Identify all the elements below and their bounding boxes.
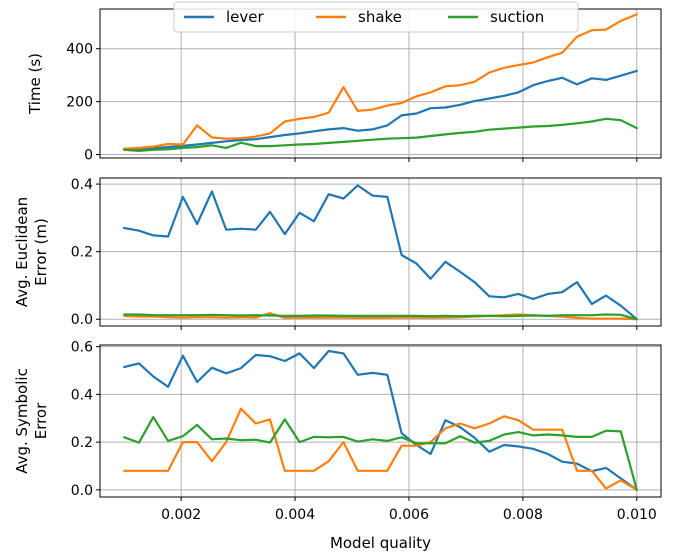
symbolic-error-series-suction bbox=[123, 416, 638, 491]
euclidean-error-ytick-label-2: 0.4 bbox=[71, 177, 93, 193]
euclidean-error-series-lever bbox=[123, 184, 638, 321]
symbolic-error-series-shake bbox=[123, 407, 638, 491]
legend: lever shake suction bbox=[173, 1, 579, 33]
symbolic-error-ylabel-line-0: Avg. Symbolic bbox=[13, 368, 31, 474]
symbolic-error-ytick-label-3: 0.6 bbox=[71, 340, 93, 356]
symbolic-error-ytick-label-0: 0.0 bbox=[71, 483, 93, 499]
xlabel: Model quality bbox=[330, 534, 431, 552]
symbolic-error-frame bbox=[99, 344, 662, 498]
time-series-shake bbox=[123, 13, 638, 150]
legend-box bbox=[173, 1, 579, 33]
time-ytick-label-1: 200 bbox=[66, 95, 93, 111]
xtick-label-2: 0.006 bbox=[389, 507, 429, 523]
euclidean-error-panel: 0.0 0.2 0.4 Avg. Euclidean Error (m) bbox=[13, 177, 662, 330]
time-ylabel-line-0: Time (s) bbox=[26, 53, 44, 115]
euclidean-error-ylabel-line-1: Error (m) bbox=[32, 218, 50, 286]
time-ytick-label-2: 400 bbox=[66, 42, 93, 58]
legend-label-shake: shake bbox=[358, 8, 402, 26]
time-series-suction bbox=[123, 117, 638, 152]
euclidean-error-frame bbox=[99, 177, 662, 327]
symbolic-error-ytick-label-2: 0.4 bbox=[71, 387, 93, 403]
xtick-label-4: 0.010 bbox=[617, 507, 657, 523]
legend-label-suction: suction bbox=[490, 8, 544, 26]
time-ytick-label-0: 0 bbox=[84, 148, 93, 164]
euclidean-error-series-suction bbox=[123, 313, 638, 321]
symbolic-error-series-lever bbox=[123, 349, 638, 491]
time-panel: 0 200 400 Time (s) bbox=[26, 8, 662, 164]
euclidean-error-ytick-label-0: 0.0 bbox=[71, 312, 93, 328]
symbolic-error-ytick-label-1: 0.2 bbox=[71, 435, 93, 451]
xtick-label-1: 0.004 bbox=[275, 507, 315, 523]
symbolic-error-panel: 0.0 0.2 0.4 0.6 Avg. Symbolic Error 0.002 0.004… bbox=[13, 340, 662, 552]
symbolic-error-ylabel-line-1: Error bbox=[32, 402, 50, 439]
time-series-lever bbox=[123, 69, 638, 151]
euclidean-error-ytick-label-1: 0.2 bbox=[71, 245, 93, 261]
legend-label-lever: lever bbox=[226, 8, 265, 26]
xtick-label-3: 0.008 bbox=[503, 507, 543, 523]
euclidean-error-ylabel-line-0: Avg. Euclidean bbox=[13, 197, 31, 307]
xtick-label-0: 0.002 bbox=[161, 507, 201, 523]
